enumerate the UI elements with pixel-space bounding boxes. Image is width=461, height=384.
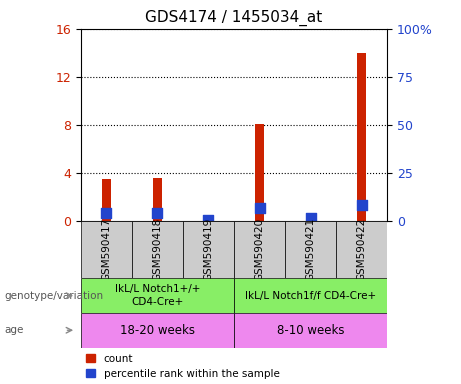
Text: GSM590418: GSM590418 xyxy=(152,218,162,281)
Bar xyxy=(101,179,111,221)
Point xyxy=(205,217,212,223)
Title: GDS4174 / 1455034_at: GDS4174 / 1455034_at xyxy=(145,10,323,26)
Point xyxy=(256,205,263,211)
Bar xyxy=(81,278,234,313)
Text: GSM590420: GSM590420 xyxy=(254,218,265,281)
Bar xyxy=(81,313,234,348)
Text: GSM590421: GSM590421 xyxy=(306,218,316,281)
Text: GSM590419: GSM590419 xyxy=(203,218,213,281)
Bar xyxy=(234,221,285,278)
Bar xyxy=(306,215,315,221)
Bar xyxy=(357,53,366,221)
Text: age: age xyxy=(5,325,24,335)
Bar xyxy=(153,177,162,221)
Text: genotype/variation: genotype/variation xyxy=(5,291,104,301)
Text: 8-10 weeks: 8-10 weeks xyxy=(277,324,344,337)
Point xyxy=(102,210,110,216)
Legend: count, percentile rank within the sample: count, percentile rank within the sample xyxy=(86,354,279,379)
Bar xyxy=(183,221,234,278)
Point xyxy=(154,210,161,216)
Bar xyxy=(132,221,183,278)
Bar xyxy=(81,221,132,278)
Text: IkL/L Notch1f/f CD4-Cre+: IkL/L Notch1f/f CD4-Cre+ xyxy=(245,291,376,301)
Point xyxy=(358,202,366,209)
Bar xyxy=(336,221,387,278)
Point xyxy=(307,215,314,221)
Text: GSM590417: GSM590417 xyxy=(101,218,111,281)
Bar xyxy=(234,313,387,348)
Bar xyxy=(255,124,264,221)
Text: GSM590422: GSM590422 xyxy=(357,218,366,281)
Text: 18-20 weeks: 18-20 weeks xyxy=(120,324,195,337)
Bar xyxy=(234,278,387,313)
Bar xyxy=(285,221,336,278)
Bar xyxy=(204,220,213,221)
Text: IkL/L Notch1+/+
CD4-Cre+: IkL/L Notch1+/+ CD4-Cre+ xyxy=(115,285,200,307)
